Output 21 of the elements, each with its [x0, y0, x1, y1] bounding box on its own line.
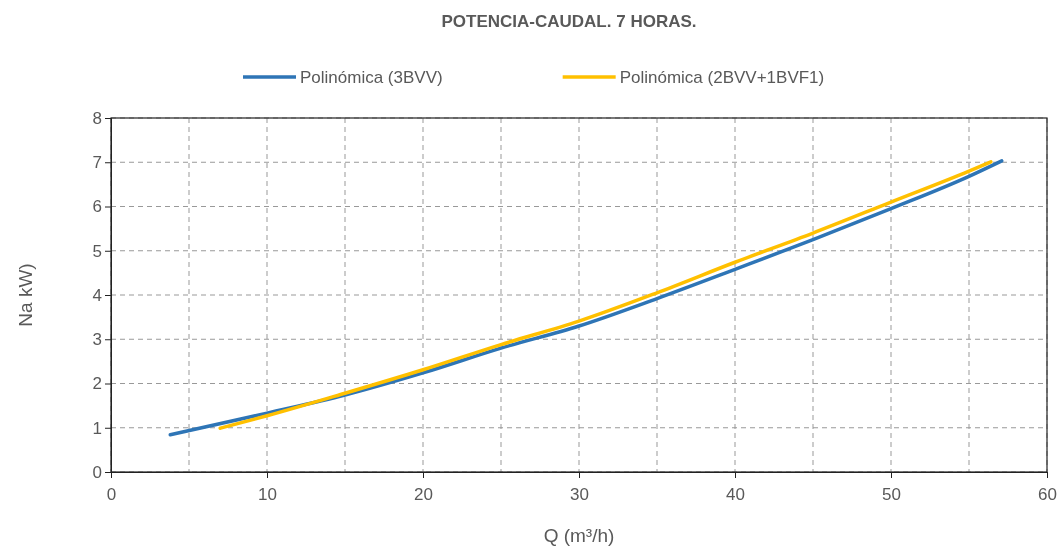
x-tick-label: 0: [106, 484, 117, 504]
chart-title: POTENCIA-CAUDAL. 7 HORAS.: [441, 12, 697, 31]
legend-label: Polinómica (3BVV): [300, 68, 443, 87]
x-tick-label: 40: [726, 484, 745, 504]
y-tick-label: 6: [92, 197, 102, 217]
y-tick-label: 1: [92, 418, 102, 438]
x-tick-label: 60: [1038, 484, 1057, 504]
y-tick-label: 3: [92, 330, 102, 350]
x-tick-label: 20: [414, 484, 433, 504]
y-tick-label: 0: [92, 462, 102, 482]
y-tick-label: 7: [92, 153, 102, 173]
legend-label: Polinómica (2BVV+1BVF1): [619, 68, 825, 87]
y-tick-label: 5: [92, 241, 102, 261]
x-tick-label: 50: [882, 484, 901, 504]
x-tick-label: 10: [258, 484, 277, 504]
y-axis-title: Na kW): [15, 263, 36, 327]
x-axis-title: Q (m³/h): [543, 525, 615, 546]
y-tick-label: 4: [92, 285, 102, 305]
y-tick-label: 8: [92, 108, 102, 128]
y-tick-label: 2: [92, 374, 102, 394]
x-tick-label: 30: [570, 484, 589, 504]
